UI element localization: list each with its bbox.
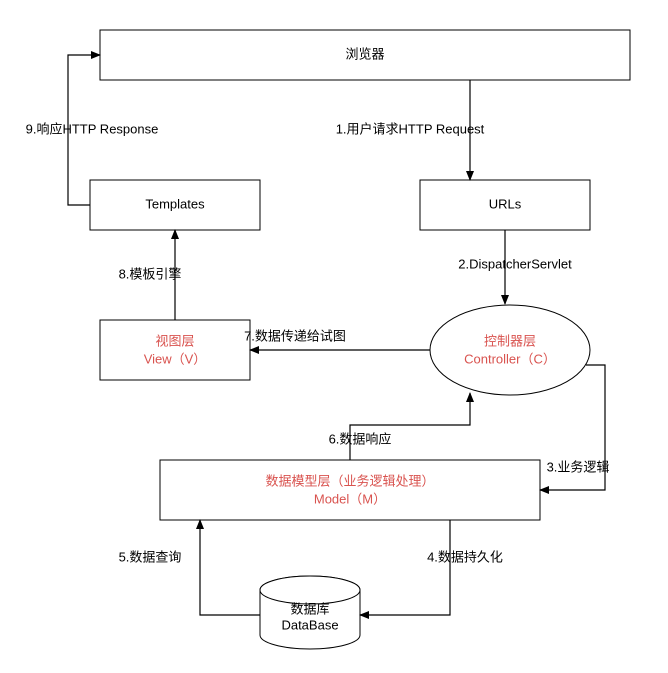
node-view-label1: 视图层 <box>155 333 194 348</box>
edge-8-label: 8.模板引擎 <box>119 266 182 281</box>
node-browser-label: 浏览器 <box>345 46 384 61</box>
edge-9-label: 9.响应HTTP Response <box>26 121 159 136</box>
edge-7-label: 7.数据传递给试图 <box>244 328 346 343</box>
node-model-label1: 数据模型层（业务逻辑处理） <box>265 473 434 488</box>
edge-5-label: 5.数据查询 <box>119 549 182 564</box>
edge-6 <box>350 393 470 460</box>
node-templates-label: Templates <box>145 196 205 211</box>
node-database: 数据库 DataBase <box>260 576 360 649</box>
edge-4 <box>360 520 450 615</box>
node-view-label2: View（V） <box>144 351 207 366</box>
edge-1-label: 1.用户请求HTTP Request <box>336 121 485 136</box>
node-model <box>160 460 540 520</box>
node-database-label2: DataBase <box>281 617 338 632</box>
edge-2-label: 2.DispatcherServlet <box>458 256 572 271</box>
node-database-label1: 数据库 <box>290 601 329 616</box>
node-view <box>100 320 250 380</box>
edge-4-label: 4.数据持久化 <box>427 549 503 564</box>
edge-3-label: 3.业务逻辑 <box>547 459 610 474</box>
node-controller-label2: Controller（C） <box>464 351 556 366</box>
mvc-flowchart: 浏览器 Templates URLs 视图层 View（V） 控制器层 Cont… <box>0 0 668 673</box>
node-controller <box>430 305 590 395</box>
node-model-label2: Model（M） <box>314 491 386 506</box>
edge-6-label: 6.数据响应 <box>329 431 392 446</box>
node-controller-label1: 控制器层 <box>484 333 536 348</box>
node-urls-label: URLs <box>489 196 522 211</box>
edge-5 <box>200 520 260 615</box>
